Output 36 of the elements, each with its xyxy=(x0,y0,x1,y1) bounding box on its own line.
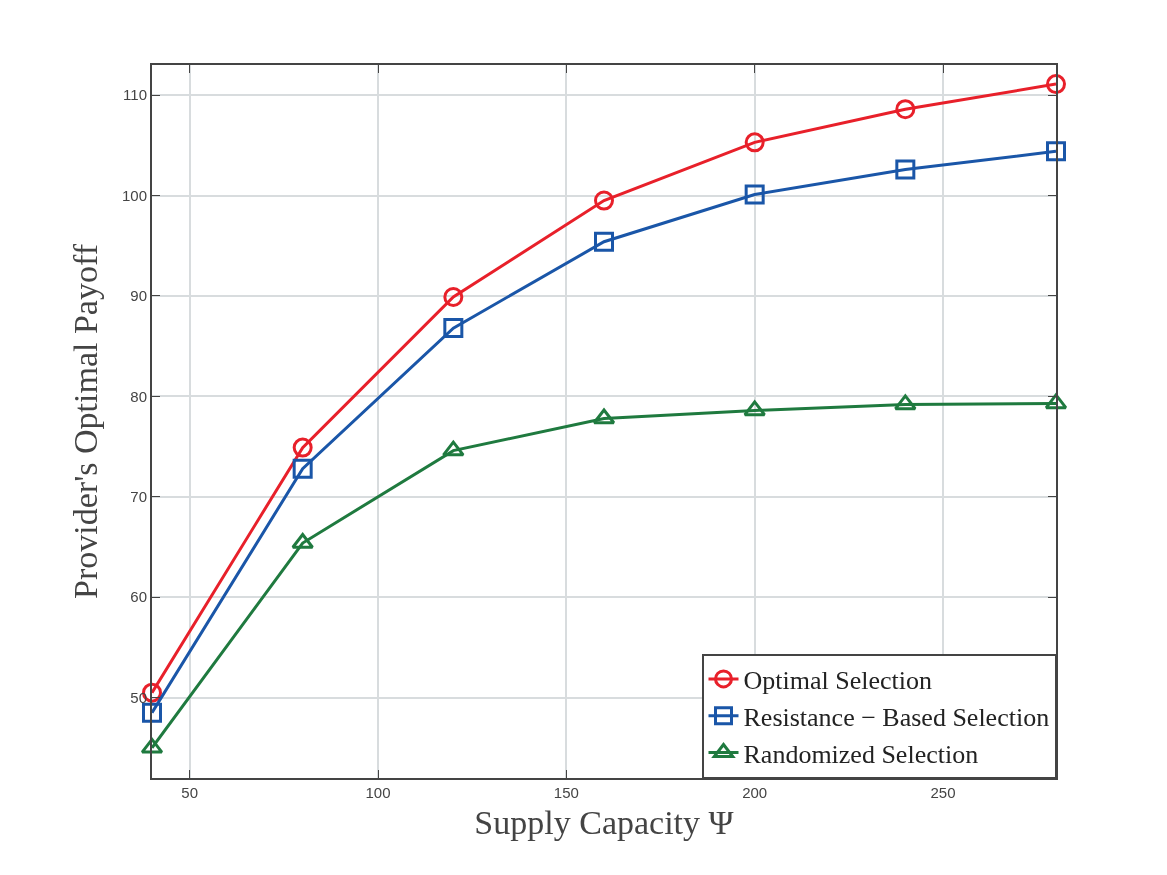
point xyxy=(443,286,464,307)
point xyxy=(443,318,464,339)
x-tick-label: 200 xyxy=(742,784,768,801)
point xyxy=(142,702,162,723)
x-tick-label: 100 xyxy=(365,784,391,801)
point xyxy=(292,437,313,458)
legend-label: Randomized Selection xyxy=(743,739,979,769)
point xyxy=(895,159,916,180)
point xyxy=(594,231,614,252)
legend-label: Resistance − Based Selection xyxy=(743,702,1050,732)
point xyxy=(594,190,614,211)
point xyxy=(442,440,465,457)
x-tick-label: 50 xyxy=(181,784,199,801)
point xyxy=(1046,74,1066,95)
y-tick-label: 110 xyxy=(123,86,147,104)
point xyxy=(292,458,313,479)
x-axis-title: Supply Capacity Ψ xyxy=(474,803,734,841)
point xyxy=(744,132,765,153)
y-tick-label: 80 xyxy=(130,387,147,405)
point xyxy=(1044,393,1068,410)
point xyxy=(744,184,765,205)
x-tick-label: 150 xyxy=(553,784,579,801)
y-axis-title: Provider's Optimal Payoff xyxy=(67,243,105,599)
y-tick-label: 50 xyxy=(130,688,147,706)
y-tick-label: 100 xyxy=(121,186,147,204)
point xyxy=(140,737,164,754)
point xyxy=(895,99,916,120)
point xyxy=(1046,141,1066,162)
legend-label: Optimal Selection xyxy=(743,666,932,696)
y-tick-label: 70 xyxy=(130,488,147,506)
point xyxy=(592,408,616,425)
y-tick-label: 90 xyxy=(130,287,147,305)
point xyxy=(894,394,917,411)
x-tick-label: 250 xyxy=(930,784,956,801)
y-tick-label: 60 xyxy=(130,588,147,606)
point xyxy=(743,400,766,417)
